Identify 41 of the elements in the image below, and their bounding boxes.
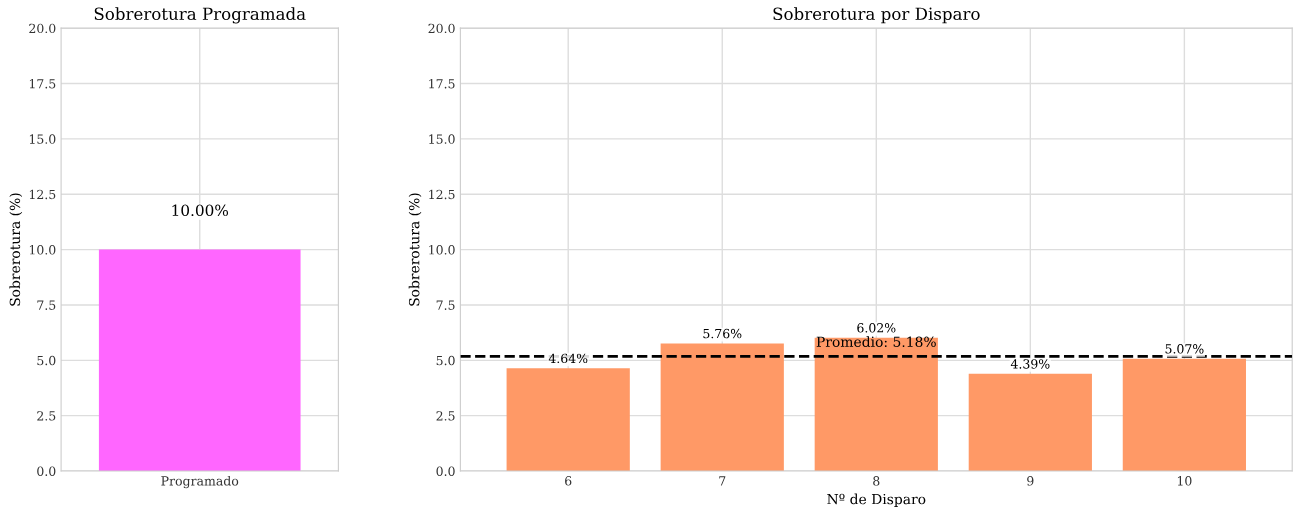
chart-title: Sobrerotura por Disparo <box>773 7 980 24</box>
y-axis-title: Sobrerotura (%) <box>408 193 422 306</box>
bar <box>1122 358 1246 472</box>
y-tick-label: 7.5 <box>436 300 455 310</box>
x-axis-title: Nº de Disparo <box>827 493 926 507</box>
data-label: 10.00% <box>172 204 229 217</box>
y-tick-label: 15.0 <box>29 134 56 144</box>
x-tick-label: 7 <box>719 476 726 486</box>
y-tick-label: 10.0 <box>429 245 455 255</box>
bar <box>506 368 630 472</box>
y-tick-label: 17.5 <box>29 78 56 89</box>
data-label: 4.64% <box>548 353 588 364</box>
y-tick-label: 7.5 <box>37 300 56 310</box>
y-axis-title: Sobrerotura (%) <box>9 193 23 306</box>
y-tick-label: 15.0 <box>429 134 455 144</box>
data-label: 5.07% <box>1165 344 1204 354</box>
y-tick-label: 12.5 <box>429 189 455 200</box>
bar <box>660 343 784 472</box>
y-tick-label: 2.5 <box>436 411 455 421</box>
y-tick-label: 0.0 <box>37 466 56 476</box>
bar <box>814 337 938 472</box>
data-label: 4.39% <box>1010 359 1050 369</box>
data-label: 6.02% <box>857 323 896 333</box>
x-tick-label: 6 <box>565 476 572 486</box>
x-tick-label: Programado <box>161 475 239 489</box>
y-tick-label: 17.5 <box>429 78 455 89</box>
y-tick-label: 5.0 <box>37 355 56 366</box>
y-tick-label: 10.0 <box>29 245 56 255</box>
bar <box>968 373 1092 472</box>
y-tick-label: 12.5 <box>29 189 56 200</box>
y-tick-label: 2.5 <box>37 411 56 421</box>
ref-line-label: Promedio: 5.18% <box>816 336 936 347</box>
y-tick-label: 0.0 <box>436 466 455 476</box>
y-tick-label: 20.0 <box>428 23 455 34</box>
x-tick-label: 10 <box>1177 476 1192 486</box>
x-tick-label: 9 <box>1027 476 1034 486</box>
x-tick-label: 8 <box>873 476 880 486</box>
y-tick-label: 20.0 <box>29 23 56 34</box>
data-label: 5.76% <box>703 328 742 339</box>
y-tick-label: 5.0 <box>436 355 455 366</box>
chart-title: Sobrerotura Programada <box>94 7 306 24</box>
